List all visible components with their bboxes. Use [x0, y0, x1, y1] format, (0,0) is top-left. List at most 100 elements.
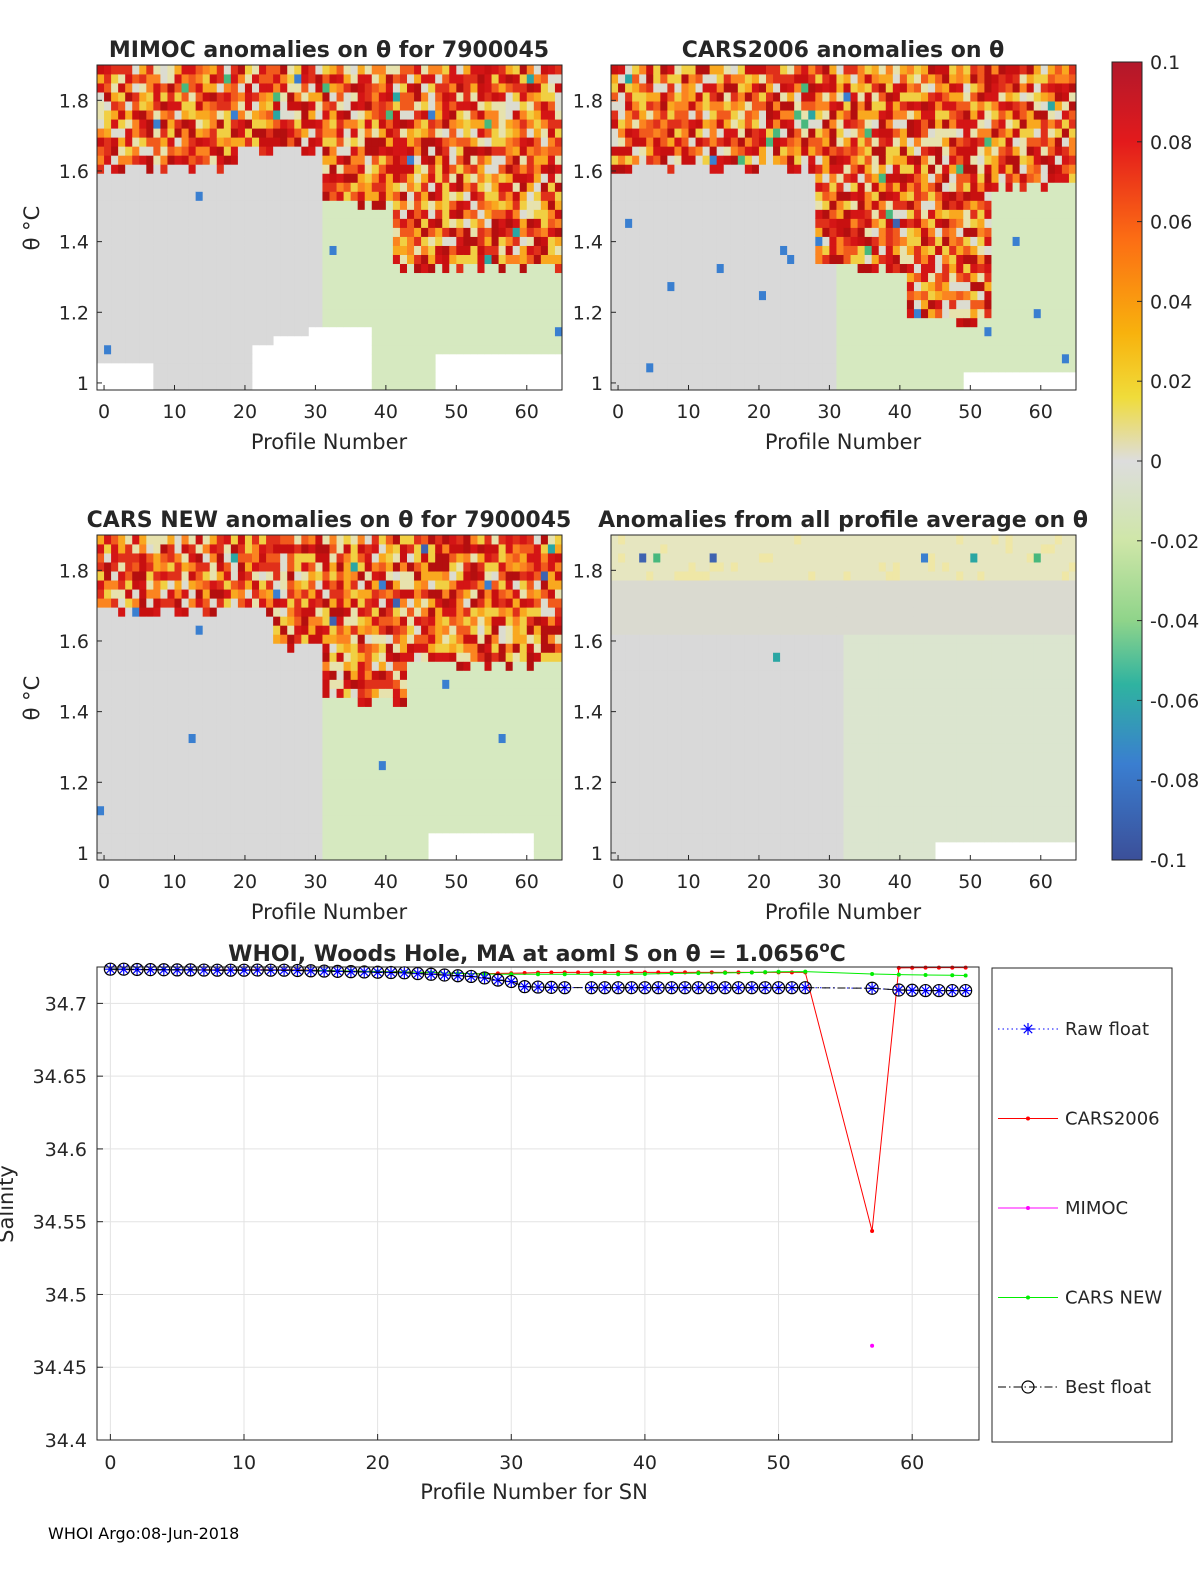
heatmap-cell [111, 670, 119, 680]
heatmap-cell [540, 299, 549, 310]
heatmap-cell [139, 182, 147, 192]
heatmap-cell [730, 218, 739, 228]
heatmap-cell [815, 92, 823, 102]
heatmap-cell [935, 308, 943, 319]
heatmap-cell [470, 173, 478, 183]
heatmap-cell [998, 317, 1006, 328]
heatmap-cell [294, 182, 302, 192]
heatmap-cell [167, 544, 175, 554]
heatmap-cell [829, 299, 837, 310]
heatmap-cell [491, 326, 499, 337]
heatmap-cell [998, 146, 1006, 156]
heatmap-cell [716, 200, 725, 210]
heatmap-cell [371, 371, 380, 382]
heatmap-cell [118, 652, 126, 662]
heatmap-cell [1005, 200, 1013, 210]
heatmap-cell [794, 101, 802, 111]
heatmap-cell [336, 209, 344, 219]
heatmap-cell [230, 209, 239, 219]
heatmap-cell [709, 200, 718, 210]
heatmap-cell [878, 290, 887, 301]
heatmap-cell [780, 101, 788, 111]
heatmap-cell [1033, 209, 1042, 219]
heatmap-cell [977, 245, 985, 255]
heatmap-cell [787, 155, 795, 165]
heatmap-cell [266, 299, 274, 310]
heatmap-cell [385, 191, 394, 201]
heatmap-cell [223, 164, 232, 174]
heatmap-cell [892, 254, 901, 265]
heatmap-cell [294, 263, 302, 274]
heatmap-cell [730, 308, 739, 319]
heatmap-cell [378, 200, 387, 210]
heatmap-cell [751, 110, 760, 120]
heatmap-cell [160, 571, 168, 581]
heatmap-cell [554, 308, 563, 319]
heatmap-cell [744, 182, 753, 192]
heatmap-cell [195, 164, 204, 174]
heatmap-cell [540, 218, 549, 228]
heatmap-cell [350, 65, 359, 75]
heatmap-cell [547, 164, 556, 174]
heatmap-cell [1061, 362, 1070, 373]
heatmap-cell [216, 245, 225, 255]
heatmap-cell [1012, 272, 1021, 283]
heatmap-cell [1005, 92, 1013, 102]
heatmap-cell [160, 110, 168, 120]
heatmap-cell [751, 380, 760, 391]
heatmap-cell [921, 164, 929, 174]
heatmap-cell [153, 362, 161, 373]
heatmap-cell [892, 173, 901, 183]
heatmap-cell [1019, 362, 1028, 373]
heatmap-cell [850, 74, 858, 84]
heatmap-cell [273, 272, 281, 283]
heatmap-cell [963, 362, 971, 373]
heatmap-cell [237, 119, 246, 129]
heatmap-cell [209, 308, 218, 319]
heatmap-cell [758, 92, 767, 102]
heatmap-cell [118, 616, 126, 626]
heatmap-cell [132, 344, 140, 355]
heatmap-cell [963, 290, 971, 301]
heatmap-cell [899, 326, 908, 337]
heatmap-cell [540, 236, 549, 246]
heatmap-cell [921, 209, 929, 219]
heatmap-cell [913, 299, 922, 310]
heatmap-cell [892, 272, 901, 283]
heatmap-cell [554, 218, 563, 228]
heatmap-cell [188, 209, 197, 219]
heatmap-cell [287, 173, 295, 183]
heatmap-cell [1061, 128, 1070, 138]
heatmap-cell [751, 308, 760, 319]
heatmap-cell [399, 380, 408, 391]
heatmap-cell [378, 254, 387, 265]
heatmap-cell [456, 155, 464, 165]
heatmap-cell [702, 83, 711, 93]
heatmap-cell [843, 272, 851, 283]
heatmap-panel-mimoc: MIMOC anomalies on θ for 7900045 0 10 20 30… [20, 38, 563, 454]
heatmap-cell [829, 362, 837, 373]
heatmap-cell [1005, 299, 1013, 310]
heatmap-cell [730, 92, 739, 102]
heatmap-cell [906, 227, 915, 237]
heatmap-cell [751, 344, 760, 355]
heatmap-cell [646, 263, 654, 274]
heatmap-cell [653, 362, 661, 373]
heatmap-cell [111, 128, 119, 138]
heatmap-cell [336, 164, 344, 174]
heatmap-cell [230, 173, 239, 183]
heatmap-cell [850, 128, 858, 138]
heatmap-cell [533, 290, 542, 301]
heatmap-cell [533, 74, 542, 84]
heatmap-cell [709, 281, 718, 292]
heatmap-cell [463, 326, 471, 337]
heatmap-cell [195, 254, 204, 265]
heatmap-cell [378, 173, 387, 183]
heatmap-cell [632, 272, 640, 283]
heatmap-cell [723, 74, 732, 84]
heatmap-cell [512, 155, 521, 165]
heatmap-cell [737, 74, 746, 84]
heatmap-cell [428, 218, 436, 228]
heatmap-cell [1047, 191, 1056, 201]
heatmap-cell [822, 281, 830, 292]
